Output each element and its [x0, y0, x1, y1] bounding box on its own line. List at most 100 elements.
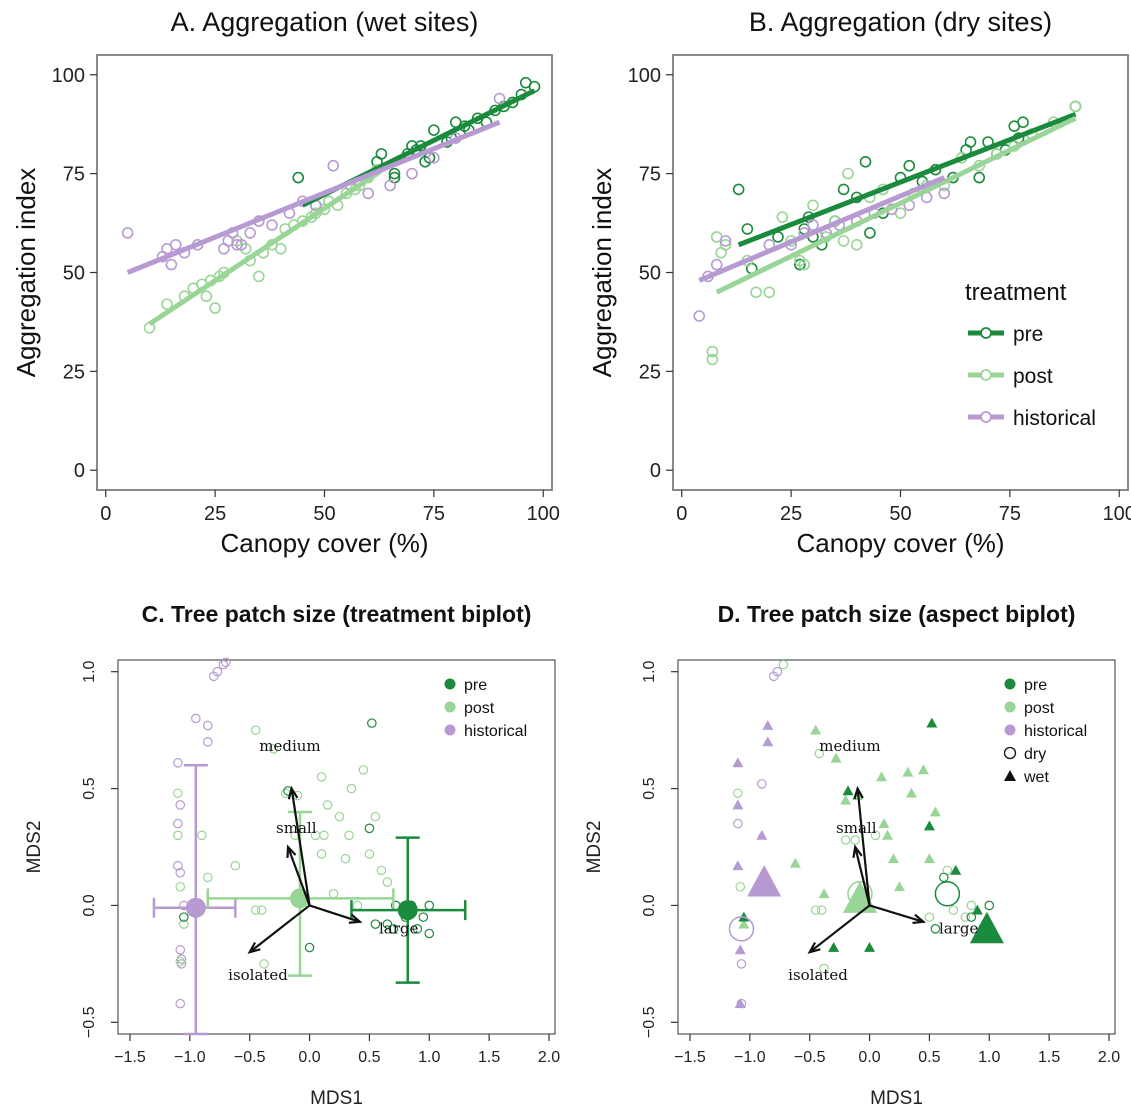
- data-point-pre: [375, 148, 388, 160]
- data-point-post: [924, 912, 935, 922]
- data-point-post: [316, 772, 327, 782]
- trend-line-post: [148, 171, 379, 326]
- data-point-post: [719, 239, 732, 251]
- data-point-post: [173, 830, 183, 841]
- y-tick-label: 0: [650, 460, 661, 482]
- data-point-historical: [406, 167, 418, 180]
- x-tick-label: −1.0: [174, 1049, 206, 1066]
- data-point-pre: [1017, 116, 1029, 129]
- data-point-pre: [370, 919, 381, 929]
- data-point-historical: [202, 720, 213, 731]
- data-point-post: [197, 830, 207, 841]
- data-point-historical: [757, 779, 767, 789]
- data-point-pre: [859, 155, 872, 168]
- y-axis-label: Aggregation index: [587, 168, 617, 378]
- y-axis-label: MDS2: [24, 821, 45, 874]
- x-tick-label: −1.5: [114, 1049, 146, 1066]
- x-tick-label: 1.5: [478, 1049, 500, 1066]
- legend-label: wet: [1023, 769, 1049, 786]
- data-point-post: [966, 900, 977, 911]
- data-point-historical: [428, 152, 440, 164]
- data-point-pre: [964, 136, 977, 148]
- data-point-post: [1069, 100, 1082, 113]
- data-point-post: [202, 872, 213, 883]
- data-point-pre: [388, 924, 399, 934]
- legend-label: historical: [1013, 407, 1096, 430]
- data-point-historical: [169, 239, 182, 251]
- data-point-post: [798, 258, 811, 271]
- data-point-post: [364, 849, 375, 859]
- y-tick-label: 50: [63, 263, 85, 285]
- x-tick-label: 75: [423, 503, 445, 525]
- data-point-historical: [719, 235, 732, 247]
- data-point-pre: [930, 924, 941, 934]
- trend-line-historical: [698, 175, 946, 283]
- data-point-historical: [175, 800, 186, 810]
- x-axis-label: Canopy cover (%): [220, 528, 428, 558]
- x-tick-label: 1.0: [978, 1049, 1000, 1066]
- data-point-post: [807, 199, 819, 212]
- trend-line-pre: [737, 111, 1077, 248]
- data-point-post: [250, 905, 261, 915]
- arrow-head: [247, 942, 261, 954]
- data-point-post: [706, 353, 719, 366]
- data-point-historical-wet: [756, 829, 768, 840]
- data-point-historical: [173, 860, 183, 871]
- data-point-post: [250, 725, 261, 735]
- data-point-pre: [732, 183, 745, 196]
- y-tick-label: 75: [639, 164, 661, 186]
- trend-line-historical: [126, 119, 501, 275]
- data-point-historical: [693, 310, 706, 322]
- y-tick-label: 50: [639, 263, 661, 285]
- legend-key-dot: [1004, 724, 1016, 736]
- legend-key-dot: [444, 701, 456, 713]
- data-point-pre: [428, 124, 440, 136]
- vector-label: small: [276, 819, 317, 837]
- vector-arrow-isolated: [809, 904, 871, 954]
- x-tick-label: 100: [1103, 503, 1131, 525]
- data-point-historical: [202, 737, 213, 747]
- chart-title: C. Tree patch size (treatment biplot): [142, 601, 532, 627]
- legend: pre post historical dry wet: [1003, 677, 1087, 786]
- arrow-head: [912, 913, 927, 925]
- data-point-post: [175, 881, 186, 892]
- data-point-historical: [772, 666, 783, 677]
- centroid-pre-dry: [934, 881, 961, 907]
- data-point-post-wet: [810, 724, 822, 735]
- y-axis-label: MDS2: [584, 821, 605, 874]
- y-tick-label: 75: [63, 164, 85, 186]
- y-tick-label: 0.0: [81, 894, 98, 916]
- vector-arrow-large: [869, 904, 924, 923]
- data-point-historical: [327, 159, 340, 172]
- data-point-post: [819, 963, 829, 974]
- arrow-head: [852, 844, 863, 859]
- x-tick-label: 0.5: [358, 1049, 380, 1066]
- data-point-historical: [733, 818, 743, 829]
- data-point-post: [842, 167, 854, 180]
- legend-label: historical: [1024, 723, 1087, 740]
- data-point-pre: [984, 900, 995, 911]
- data-point-post: [735, 881, 746, 892]
- x-tick-label: −1.0: [734, 1049, 766, 1066]
- data-point-pre: [864, 227, 876, 239]
- x-tick-label: 100: [527, 503, 560, 525]
- data-point-post: [778, 659, 789, 670]
- data-point-pre: [364, 823, 375, 834]
- legend-label: pre: [464, 677, 487, 694]
- legend-key-triangle: [1004, 770, 1016, 781]
- data-point-post: [763, 286, 776, 299]
- plot-frame: [96, 54, 553, 491]
- data-point-historical: [938, 187, 951, 200]
- data-point-post-wet: [923, 853, 935, 864]
- data-point-pre: [412, 924, 423, 934]
- data-point-pre-wet: [923, 820, 935, 831]
- legend-label: pre: [1013, 323, 1043, 346]
- data-point-post: [256, 905, 267, 915]
- data-point-post-wet: [830, 752, 842, 763]
- data-point-historical: [736, 959, 747, 969]
- vector-label: medium: [819, 737, 880, 755]
- vector-arrow-small: [854, 846, 871, 906]
- arrow-head: [807, 942, 821, 954]
- data-point-historical: [212, 666, 223, 677]
